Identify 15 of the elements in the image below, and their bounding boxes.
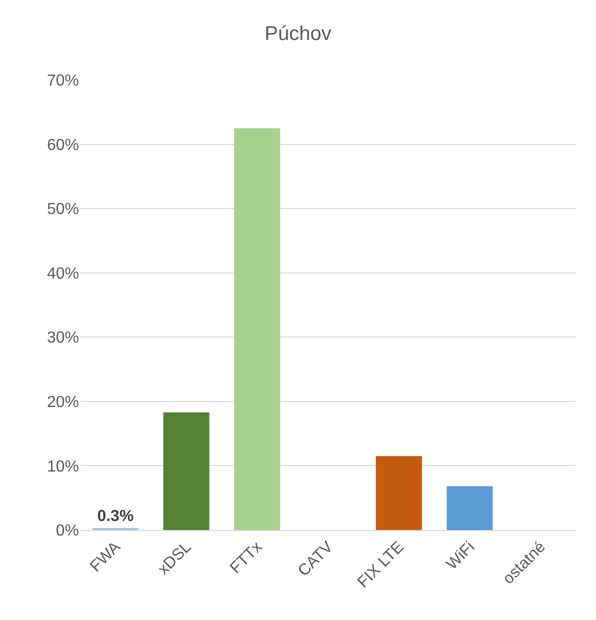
y-tick-label: 10%: [46, 458, 79, 476]
bar: [234, 128, 280, 530]
y-tick-label: 0%: [56, 522, 79, 540]
y-tick-label: 60%: [46, 136, 79, 154]
y-tick-label: 20%: [46, 394, 79, 412]
chart-title: Púchov: [264, 23, 332, 45]
x-tick-label: FIX LTE: [354, 538, 408, 592]
bar: [376, 456, 422, 530]
y-tick-label: 70%: [46, 72, 79, 90]
y-tick-label: 30%: [46, 330, 79, 347]
data-label: 0.3%: [97, 508, 134, 526]
y-tick-label: 40%: [46, 265, 79, 282]
bar: [163, 412, 210, 530]
bar: [446, 486, 493, 530]
y-tick-label: 50%: [46, 201, 79, 218]
